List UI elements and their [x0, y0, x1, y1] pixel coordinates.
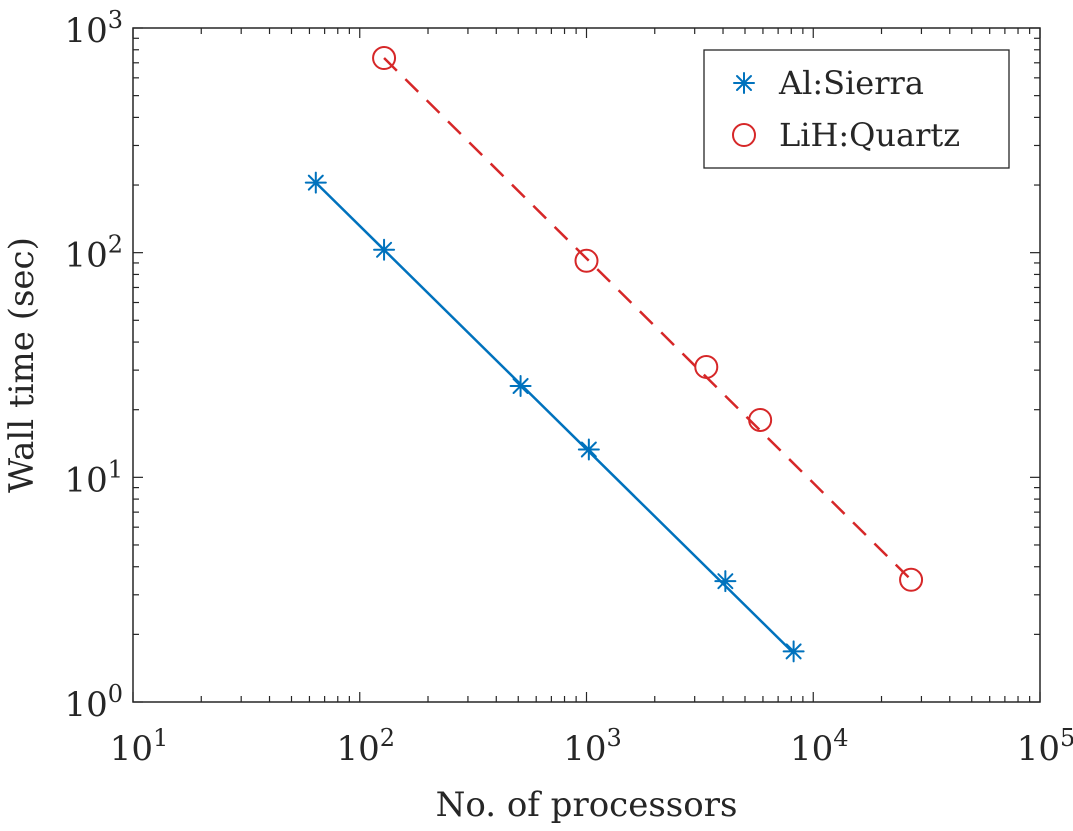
legend-marker-al-sierra [733, 72, 755, 94]
x-tick-label: 104 [790, 724, 849, 769]
x-tick-label: 103 [563, 724, 622, 769]
legend: Al:Sierra LiH:Quartz [703, 49, 1010, 169]
tick-label-exponent: 0 [108, 680, 123, 708]
series-line-al-sierra [314, 181, 795, 655]
data-point-al-sierra [714, 570, 737, 593]
x-axis-label: No. of processors [436, 785, 738, 825]
data-point-al-sierra [577, 438, 600, 461]
y-tick-label: 103 [64, 6, 123, 51]
y-tick-label: 102 [64, 231, 123, 276]
asterisk-stroke [736, 75, 752, 91]
tick-label-exponent: 2 [108, 231, 123, 259]
x-tick-label: 102 [336, 724, 395, 769]
y-tick-label: 101 [64, 455, 123, 500]
tick-label-base: 10 [790, 729, 833, 769]
tick-label-exponent: 2 [380, 724, 395, 752]
x-tick-label: 101 [110, 724, 169, 769]
tick-label-exponent: 3 [606, 724, 621, 752]
asterisk-stroke [512, 377, 529, 394]
tick-label-exponent: 1 [153, 724, 168, 752]
y-tick-label: 100 [64, 680, 123, 725]
tick-label-base: 10 [1017, 729, 1060, 769]
tick-label-exponent: 4 [833, 724, 848, 752]
tick-label-exponent: 5 [1060, 724, 1073, 752]
series-line-lih-quartz [383, 57, 912, 581]
legend-marker-lih-quartz [732, 123, 756, 147]
tick-label-base: 10 [64, 11, 107, 51]
data-point-al-sierra [304, 171, 327, 194]
x-tick-label: 105 [1017, 724, 1073, 769]
axis-ticks [132, 27, 1041, 703]
legend-label-lih-quartz: LiH:Quartz [779, 116, 960, 154]
tick-label-exponent: 3 [108, 6, 123, 34]
tick-label-base: 10 [64, 460, 107, 500]
data-point-al-sierra [373, 238, 396, 261]
tick-label-exponent: 1 [108, 455, 123, 483]
asterisk-stroke [307, 174, 324, 191]
asterisk-stroke [785, 643, 802, 660]
tick-label-base: 10 [563, 729, 606, 769]
data-point-lih-quartz [748, 407, 773, 432]
tick-label-base: 10 [64, 236, 107, 276]
asterisk-stroke [717, 573, 734, 590]
asterisk-stroke [580, 441, 597, 458]
y-axis-label: Wall time (sec) [2, 237, 42, 493]
legend-label-al-sierra: Al:Sierra [778, 64, 924, 102]
data-point-lih-quartz [372, 46, 397, 71]
legend-box [703, 49, 1010, 169]
asterisk-stroke [376, 241, 393, 258]
data-point-al-sierra [509, 374, 532, 397]
data-point-lih-quartz [694, 354, 719, 379]
tick-label-base: 10 [64, 685, 107, 725]
data-point-lih-quartz [899, 567, 924, 592]
data-point-lih-quartz [574, 248, 599, 273]
data-point-al-sierra [782, 640, 805, 663]
tick-label-base: 10 [336, 729, 379, 769]
tick-label-base: 10 [110, 729, 153, 769]
